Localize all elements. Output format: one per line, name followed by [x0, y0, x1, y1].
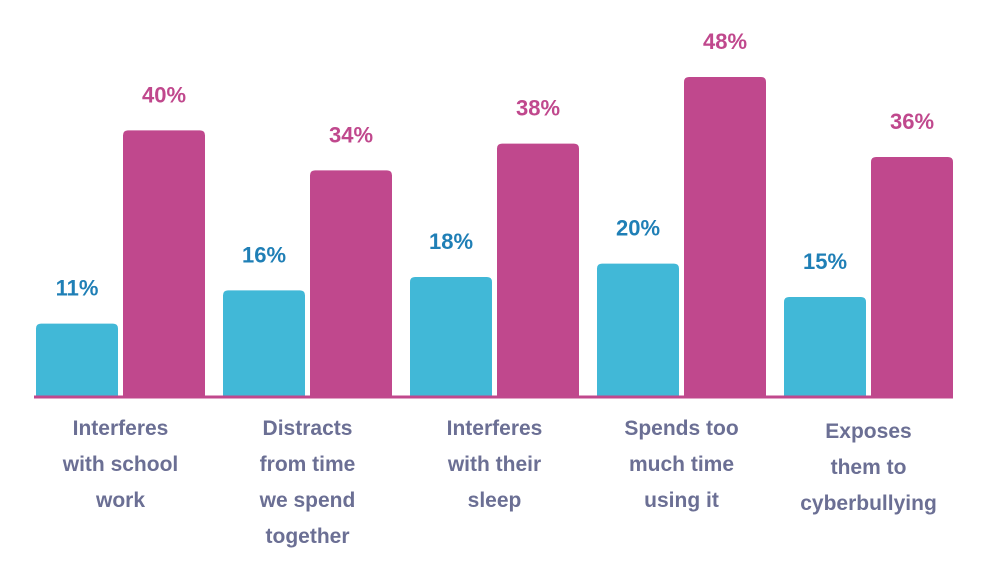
value-label-series2-category2: 34%: [329, 122, 373, 147]
bar-series1-category3: [410, 277, 492, 397]
bar-series2-category5: [871, 157, 953, 397]
value-label-series2-category4: 48%: [703, 29, 747, 54]
value-label-series2-category1: 40%: [142, 82, 186, 107]
category-label-5-line-1: Exposes: [825, 420, 911, 443]
category-label-2-line-1: Distracts: [263, 417, 353, 440]
category-label-1-line-1: Interferes: [73, 417, 169, 440]
category-label-1-line-3: work: [95, 489, 145, 512]
category-label-3-line-3: sleep: [468, 489, 522, 512]
bar-series2-category1: [123, 130, 205, 398]
value-label-series1-category3: 18%: [429, 229, 473, 254]
value-label-series1-category5: 15%: [803, 249, 847, 274]
bar-series1-category5: [784, 297, 866, 397]
category-label-4: Spends too much time using it: [624, 417, 738, 512]
category-label-4-line-1: Spends too: [624, 417, 738, 440]
category-label-3-line-2: with their: [447, 453, 541, 476]
category-label-2: Distracts from time we spend together: [259, 417, 356, 548]
bar-series1-category4: [597, 263, 679, 397]
category-labels-group: Interferes with school work Distracts from t…: [62, 417, 937, 548]
category-label-3-line-1: Interferes: [447, 417, 543, 440]
bar-series2-category4: [684, 77, 766, 397]
category-label-4-line-2: much time: [629, 453, 734, 476]
value-label-series1-category4: 20%: [616, 216, 660, 241]
bar-series2-category2: [310, 170, 392, 397]
category-label-2-line-4: together: [266, 525, 350, 548]
value-label-series1-category2: 16%: [242, 242, 286, 267]
value-label-series2-category3: 38%: [516, 96, 560, 121]
value-label-series1-category1: 11%: [56, 276, 99, 301]
bars-group: [36, 77, 953, 398]
bar-series1-category2: [223, 290, 305, 397]
bar-series2-category3: [497, 143, 579, 397]
category-label-1: Interferes with school work: [62, 417, 179, 512]
category-label-5-line-3: cyberbullying: [800, 492, 937, 515]
category-label-3: Interferes with their sleep: [447, 417, 543, 512]
bar-series1-category1: [36, 323, 118, 397]
category-label-4-line-3: using it: [644, 489, 719, 512]
category-label-5-line-2: them to: [831, 456, 907, 479]
value-label-series2-category5: 36%: [890, 109, 934, 134]
category-label-5: Exposes them to cyberbullying: [800, 420, 937, 515]
category-label-1-line-2: with school: [62, 453, 179, 476]
value-labels-group: 11% 40% 16% 34% 18% 38% 20% 48% 15% 36%: [56, 29, 934, 301]
category-label-2-line-2: from time: [260, 453, 356, 476]
category-label-2-line-3: we spend: [259, 489, 356, 512]
